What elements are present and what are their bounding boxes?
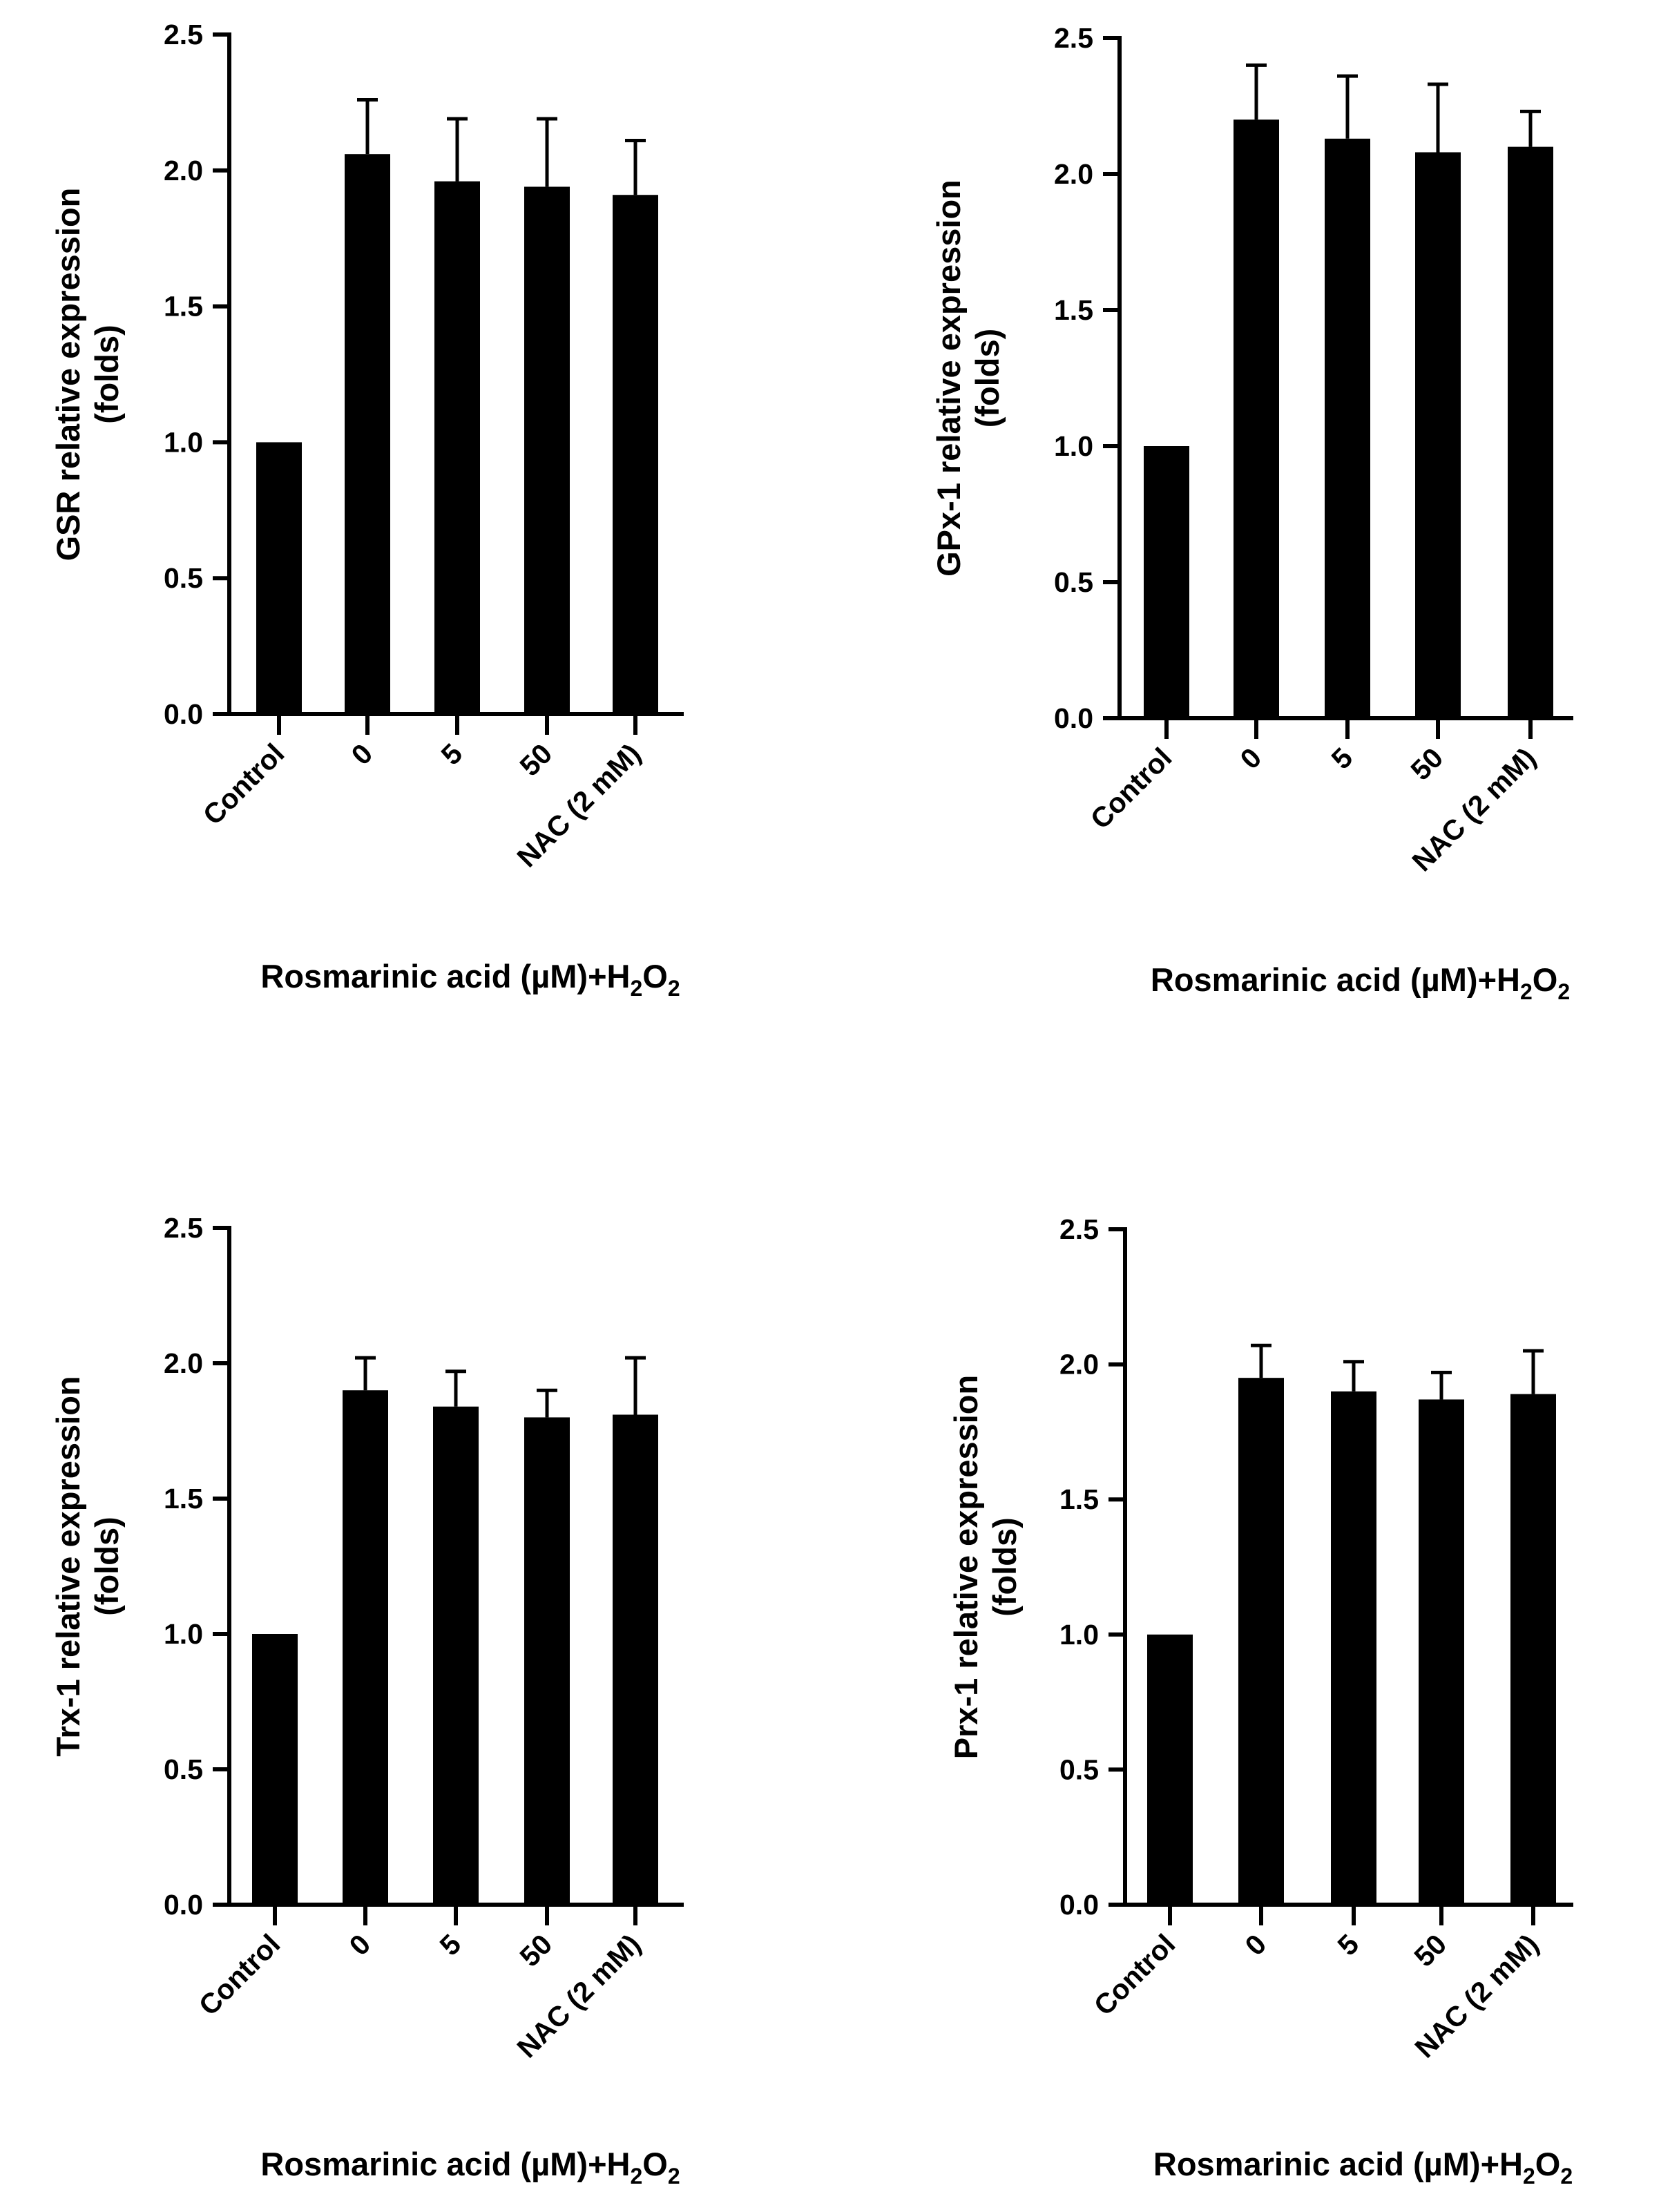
bar bbox=[613, 1414, 658, 1905]
x-axis-title-sub: 2 bbox=[668, 2164, 680, 2189]
y-tick-label: 0.5 bbox=[1059, 1753, 1099, 1785]
bar bbox=[1419, 1399, 1464, 1905]
bar bbox=[1415, 152, 1461, 719]
x-tick-label: 0 bbox=[343, 1928, 377, 1962]
x-tick-label: 0 bbox=[1234, 742, 1268, 776]
bar bbox=[343, 1390, 388, 1905]
bar bbox=[1331, 1391, 1376, 1905]
y-tick-label: 0.5 bbox=[1054, 566, 1093, 598]
x-tick-label: 5 bbox=[435, 738, 469, 771]
bar bbox=[1234, 119, 1279, 718]
y-tick-label: 0.0 bbox=[164, 1889, 203, 1921]
y-tick-label: 2.0 bbox=[1059, 1349, 1099, 1381]
bar bbox=[433, 1406, 479, 1905]
y-tick-label: 2.5 bbox=[1054, 22, 1093, 54]
y-axis-title: GSR relative expression bbox=[50, 188, 86, 561]
x-axis-title: Rosmarinic acid (µM)+H2O2 bbox=[1151, 961, 1570, 1004]
y-tick-label: 1.5 bbox=[164, 291, 203, 323]
x-axis-title-sub: 2 bbox=[1520, 979, 1533, 1004]
x-tick-label: 5 bbox=[434, 1928, 468, 1962]
x-axis-title-sub: 2 bbox=[1557, 979, 1570, 1004]
x-tick-label: Control bbox=[1084, 742, 1178, 836]
x-axis-title-sub: 2 bbox=[668, 976, 680, 1001]
bar bbox=[1508, 146, 1553, 719]
x-tick-label: 50 bbox=[514, 738, 559, 782]
x-axis-title-main: Rosmarinic acid (µM)+H bbox=[1151, 961, 1520, 998]
y-tick-label: 1.5 bbox=[1059, 1483, 1099, 1515]
y-tick-label: 1.0 bbox=[164, 1618, 203, 1650]
y-axis-title-units: (folds) bbox=[88, 325, 125, 424]
y-tick-label: 0.0 bbox=[164, 698, 203, 730]
bar bbox=[524, 186, 570, 714]
y-tick-label: 0.0 bbox=[1059, 1889, 1099, 1921]
x-axis-title-o: O bbox=[642, 2146, 668, 2182]
bar bbox=[613, 195, 658, 714]
x-tick-label: 50 bbox=[1405, 742, 1450, 787]
x-tick-label: Control bbox=[197, 738, 291, 831]
y-axis-title: Prx-1 relative expression bbox=[948, 1375, 984, 1759]
bar bbox=[1325, 138, 1370, 718]
x-axis-title-o: O bbox=[1533, 961, 1558, 998]
x-axis-title-o: O bbox=[1535, 2146, 1561, 2182]
y-tick-label: 0.0 bbox=[1054, 702, 1093, 734]
x-tick-label: Control bbox=[193, 1928, 287, 2022]
bar bbox=[1238, 1378, 1284, 1905]
bar bbox=[252, 1634, 298, 1905]
y-tick-label: 2.0 bbox=[164, 155, 203, 186]
x-axis-title-sub: 2 bbox=[1560, 2164, 1573, 2189]
x-tick-label: 5 bbox=[1325, 742, 1359, 776]
y-axis-title-units: (folds) bbox=[986, 1517, 1023, 1617]
y-tick-label: 0.5 bbox=[164, 1753, 203, 1785]
x-axis-title: Rosmarinic acid (µM)+H2O2 bbox=[260, 958, 680, 1001]
x-tick-label: 0 bbox=[1239, 1928, 1273, 1962]
y-tick-label: 1.5 bbox=[164, 1483, 203, 1514]
x-tick-label: 50 bbox=[514, 1928, 559, 1973]
y-tick-label: 2.5 bbox=[1059, 1213, 1099, 1245]
bar bbox=[1147, 1634, 1193, 1905]
y-axis-title-units: (folds) bbox=[88, 1517, 125, 1616]
x-tick-label: Control bbox=[1088, 1928, 1182, 2022]
x-axis-title-sub: 2 bbox=[1523, 2164, 1535, 2189]
y-tick-label: 1.5 bbox=[1054, 294, 1093, 326]
bar bbox=[1144, 446, 1189, 718]
y-axis-title-units: (folds) bbox=[969, 329, 1006, 428]
y-tick-label: 2.0 bbox=[164, 1347, 203, 1379]
y-tick-label: 2.0 bbox=[1054, 158, 1093, 190]
x-tick-label: 50 bbox=[1408, 1928, 1453, 1973]
x-axis-title-sub: 2 bbox=[630, 2164, 642, 2189]
bar bbox=[524, 1417, 570, 1905]
x-axis-title: Rosmarinic acid (µM)+H2O2 bbox=[260, 2146, 680, 2189]
x-axis-title-main: Rosmarinic acid (µM)+H bbox=[260, 2146, 630, 2182]
y-tick-label: 0.5 bbox=[164, 562, 203, 594]
y-tick-label: 2.5 bbox=[164, 1212, 203, 1244]
x-axis-title-main: Rosmarinic acid (µM)+H bbox=[1153, 2146, 1523, 2182]
bar bbox=[256, 442, 302, 714]
x-tick-label: 5 bbox=[1332, 1928, 1365, 1962]
bar bbox=[1510, 1394, 1556, 1905]
x-axis-title: Rosmarinic acid (µM)+H2O2 bbox=[1153, 2146, 1573, 2189]
bar bbox=[345, 154, 390, 714]
y-axis-title: GPx-1 relative expression bbox=[930, 180, 967, 577]
y-axis-title: Trx-1 relative expression bbox=[50, 1376, 86, 1756]
x-tick-label: 0 bbox=[345, 738, 379, 771]
y-tick-label: 2.5 bbox=[164, 19, 203, 50]
bar bbox=[434, 181, 480, 714]
y-tick-label: 1.0 bbox=[1059, 1619, 1099, 1651]
y-tick-label: 1.0 bbox=[164, 426, 203, 458]
x-axis-title-sub: 2 bbox=[630, 976, 642, 1001]
x-axis-title-o: O bbox=[642, 958, 668, 994]
y-tick-label: 1.0 bbox=[1054, 430, 1093, 462]
x-axis-title-main: Rosmarinic acid (µM)+H bbox=[260, 958, 630, 994]
